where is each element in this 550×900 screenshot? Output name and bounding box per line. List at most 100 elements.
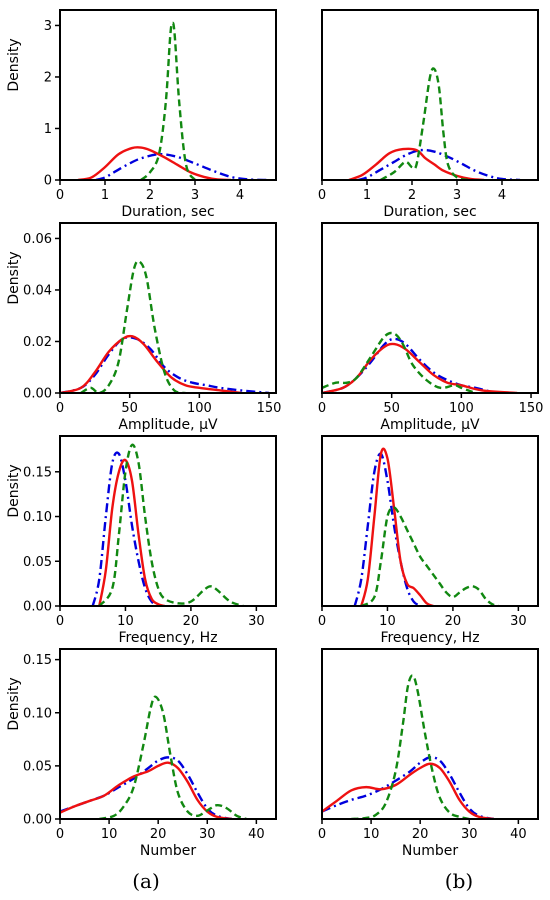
x-axis-label: Amplitude, µV bbox=[118, 417, 218, 433]
y-tick-label: 0.00 bbox=[23, 387, 52, 402]
x-tick-label: 10 bbox=[117, 614, 134, 629]
y-tick-label: 0.00 bbox=[23, 813, 52, 828]
x-tick-label: 0 bbox=[56, 614, 64, 629]
x-tick-label: 10 bbox=[363, 827, 380, 842]
axes-frame bbox=[59, 9, 277, 181]
y-tick-label: 0.15 bbox=[23, 653, 52, 668]
chart-panel: 0 50 100 150 0.00 0.02 0.04 0.06 Amplitude, µV De… bbox=[6, 222, 282, 433]
axes-frame bbox=[321, 435, 539, 607]
chart-panel: 0 10 20 30 40 Number bbox=[318, 648, 539, 859]
series-line-solid bbox=[360, 447, 434, 606]
x-tick-label: 2 bbox=[408, 188, 416, 203]
x-tick-label: 3 bbox=[191, 188, 199, 203]
x-tick-label: 0 bbox=[318, 401, 326, 416]
series-line-dashed bbox=[360, 506, 500, 606]
x-tick-label: 2 bbox=[146, 188, 154, 203]
x-tick-label: 4 bbox=[236, 188, 244, 203]
x-axis-label: Duration, sec bbox=[121, 204, 214, 220]
series-line-dashed bbox=[80, 259, 186, 393]
x-axis-label: Amplitude, µV bbox=[380, 417, 480, 433]
x-tick-label: 0 bbox=[318, 827, 326, 842]
x-tick-label: 30 bbox=[248, 614, 265, 629]
panel-label-a: (a) bbox=[132, 869, 160, 893]
y-tick-label: 0.02 bbox=[23, 335, 52, 350]
y-tick-label: 0.10 bbox=[23, 706, 52, 721]
x-tick-label: 0 bbox=[318, 188, 326, 203]
y-axis-label: Density bbox=[6, 464, 22, 517]
chart-panel: 0 1 2 3 4 Duration, sec bbox=[318, 9, 539, 220]
panel-label-b: (b) bbox=[445, 869, 473, 893]
y-tick-label: 0.05 bbox=[23, 759, 52, 774]
x-tick-label: 40 bbox=[248, 827, 265, 842]
x-tick-label: 4 bbox=[498, 188, 506, 203]
series-line-dashdot bbox=[60, 336, 270, 393]
x-tick-label: 50 bbox=[383, 401, 400, 416]
x-axis-label: Number bbox=[140, 843, 196, 859]
axes-frame bbox=[59, 435, 277, 607]
y-tick-label: 1 bbox=[44, 122, 52, 137]
axes-frame bbox=[321, 9, 539, 181]
axes-frame bbox=[321, 648, 539, 820]
x-tick-label: 3 bbox=[453, 188, 461, 203]
x-axis-label: Frequency, Hz bbox=[118, 630, 217, 646]
series-line-dashdot bbox=[353, 452, 421, 606]
series-line-dashed bbox=[140, 21, 197, 180]
series-line-solid bbox=[348, 147, 485, 180]
x-tick-label: 0 bbox=[56, 827, 64, 842]
chart-panel: 0 50 100 150 Amplitude, µV bbox=[318, 222, 544, 433]
x-tick-label: 30 bbox=[510, 614, 527, 629]
series-line-dashed bbox=[99, 695, 247, 819]
y-axis-label: Density bbox=[6, 677, 22, 730]
chart-panel: 0 10 20 30 40 0.00 0.05 0.10 0.15 Number Density bbox=[6, 648, 277, 859]
x-tick-label: 100 bbox=[187, 401, 212, 416]
series-line-solid bbox=[60, 334, 242, 393]
y-tick-label: 0.05 bbox=[23, 555, 52, 570]
series-line-dashdot bbox=[357, 148, 521, 180]
x-tick-label: 30 bbox=[461, 827, 478, 842]
y-tick-label: 0.15 bbox=[23, 465, 52, 480]
y-tick-label: 0 bbox=[44, 174, 52, 189]
y-tick-label: 2 bbox=[44, 70, 52, 85]
x-tick-label: 20 bbox=[150, 827, 167, 842]
series-line-solid bbox=[98, 458, 166, 606]
x-tick-label: 150 bbox=[257, 401, 282, 416]
x-tick-label: 20 bbox=[445, 614, 462, 629]
x-tick-label: 40 bbox=[510, 827, 527, 842]
x-tick-label: 0 bbox=[56, 188, 64, 203]
x-axis-label: Frequency, Hz bbox=[380, 630, 479, 646]
series-line-solid bbox=[322, 342, 518, 393]
x-tick-label: 150 bbox=[519, 401, 544, 416]
y-tick-label: 3 bbox=[44, 19, 52, 34]
series-line-dashdot bbox=[95, 153, 268, 180]
axes-frame bbox=[59, 222, 277, 394]
x-tick-label: 0 bbox=[56, 401, 64, 416]
axes-frame bbox=[321, 222, 539, 394]
series-line-dashed bbox=[379, 67, 471, 180]
x-tick-label: 1 bbox=[101, 188, 109, 203]
chart-panel: 0 10 20 30 Frequency, Hz bbox=[318, 435, 539, 646]
series-line-dashed bbox=[351, 674, 470, 819]
series-line-dashed bbox=[322, 331, 476, 393]
y-tick-label: 0.04 bbox=[23, 283, 52, 298]
x-axis-label: Duration, sec bbox=[383, 204, 476, 220]
x-tick-label: 50 bbox=[121, 401, 138, 416]
x-axis-label: Number bbox=[402, 843, 458, 859]
x-tick-label: 1 bbox=[363, 188, 371, 203]
series-line-solid bbox=[60, 761, 232, 819]
y-tick-label: 0.06 bbox=[23, 232, 52, 247]
series-line-solid bbox=[322, 762, 494, 819]
x-tick-label: 10 bbox=[379, 614, 396, 629]
y-tick-label: 0.10 bbox=[23, 510, 52, 525]
series-line-dashdot bbox=[91, 451, 159, 606]
x-tick-label: 20 bbox=[183, 614, 200, 629]
y-axis-label: Density bbox=[6, 251, 22, 304]
series-line-solid bbox=[77, 146, 232, 180]
x-tick-label: 0 bbox=[318, 614, 326, 629]
y-axis-label: Density bbox=[6, 38, 22, 91]
x-tick-label: 100 bbox=[449, 401, 474, 416]
axes-frame bbox=[59, 648, 277, 820]
chart-panel: 0 10 20 30 0.00 0.05 0.10 0.15 Frequency, Hz Dens… bbox=[6, 435, 277, 646]
